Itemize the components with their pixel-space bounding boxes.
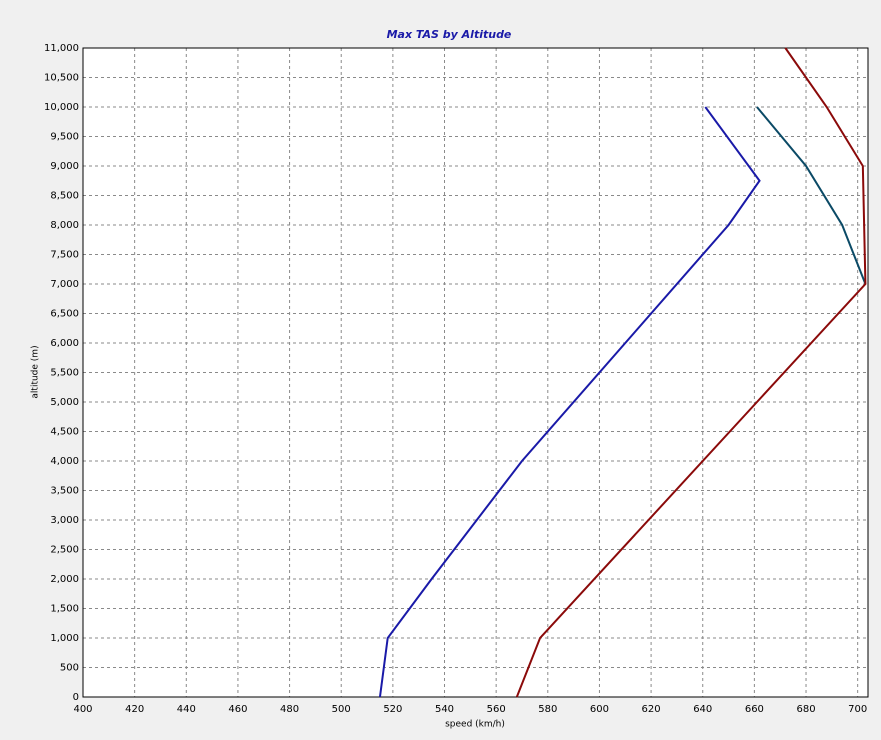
x-tick-label: 500 xyxy=(332,704,351,715)
y-tick-label: 8,500 xyxy=(50,191,79,202)
y-tick-label: 7,500 xyxy=(50,250,79,261)
x-tick-label: 660 xyxy=(745,704,764,715)
x-tick-label: 520 xyxy=(383,704,402,715)
y-tick-label: 6,500 xyxy=(50,309,79,320)
x-tick-label: 480 xyxy=(280,704,299,715)
x-tick-label: 440 xyxy=(177,704,196,715)
data-line xyxy=(515,47,867,698)
x-tick-label: 640 xyxy=(693,704,712,715)
y-tick-label: 3,000 xyxy=(50,515,79,526)
y-tick-label: 4,500 xyxy=(50,427,79,438)
data-line xyxy=(378,106,761,698)
y-tick-label: 1,500 xyxy=(50,604,79,615)
y-tick-label: 4,000 xyxy=(50,456,79,467)
x-tick-label: 580 xyxy=(538,704,557,715)
y-tick-label: 5,500 xyxy=(50,368,79,379)
x-tick-label: 420 xyxy=(125,704,144,715)
y-tick-label: 3,500 xyxy=(50,486,79,497)
x-tick-label: 620 xyxy=(642,704,661,715)
y-tick-label: 9,000 xyxy=(50,161,79,172)
x-axis-label: speed (km/h) xyxy=(445,720,505,730)
y-tick-label: 2,500 xyxy=(50,545,79,556)
y-tick-label: 9,500 xyxy=(50,132,79,143)
y-tick-label: 7,000 xyxy=(50,279,79,290)
y-tick-label: 8,000 xyxy=(50,220,79,231)
chart-title: Max TAS by Altitude xyxy=(387,28,512,41)
x-tick-label: 600 xyxy=(590,704,609,715)
x-tick-label: 700 xyxy=(848,704,867,715)
y-axis-label: altitude (m) xyxy=(31,345,41,398)
y-tick-label: 10,500 xyxy=(44,73,79,84)
x-tick-label: 560 xyxy=(487,704,506,715)
y-tick-label: 10,000 xyxy=(44,102,79,113)
y-tick-label: 2,000 xyxy=(50,574,79,585)
plot-border xyxy=(82,47,869,698)
y-tick-label: 6,000 xyxy=(50,338,79,349)
data-line xyxy=(756,106,867,285)
x-tick-label: 540 xyxy=(435,704,454,715)
y-tick-label: 5,000 xyxy=(50,397,79,408)
x-tick-label: 460 xyxy=(228,704,247,715)
y-tick-label: 11,000 xyxy=(44,43,79,54)
y-tick-label: 1,000 xyxy=(50,633,79,644)
y-tick-label: 500 xyxy=(60,663,79,674)
x-tick-label: 680 xyxy=(796,704,815,715)
x-tick-label: 400 xyxy=(73,704,92,715)
y-tick-label: 0 xyxy=(73,692,79,703)
